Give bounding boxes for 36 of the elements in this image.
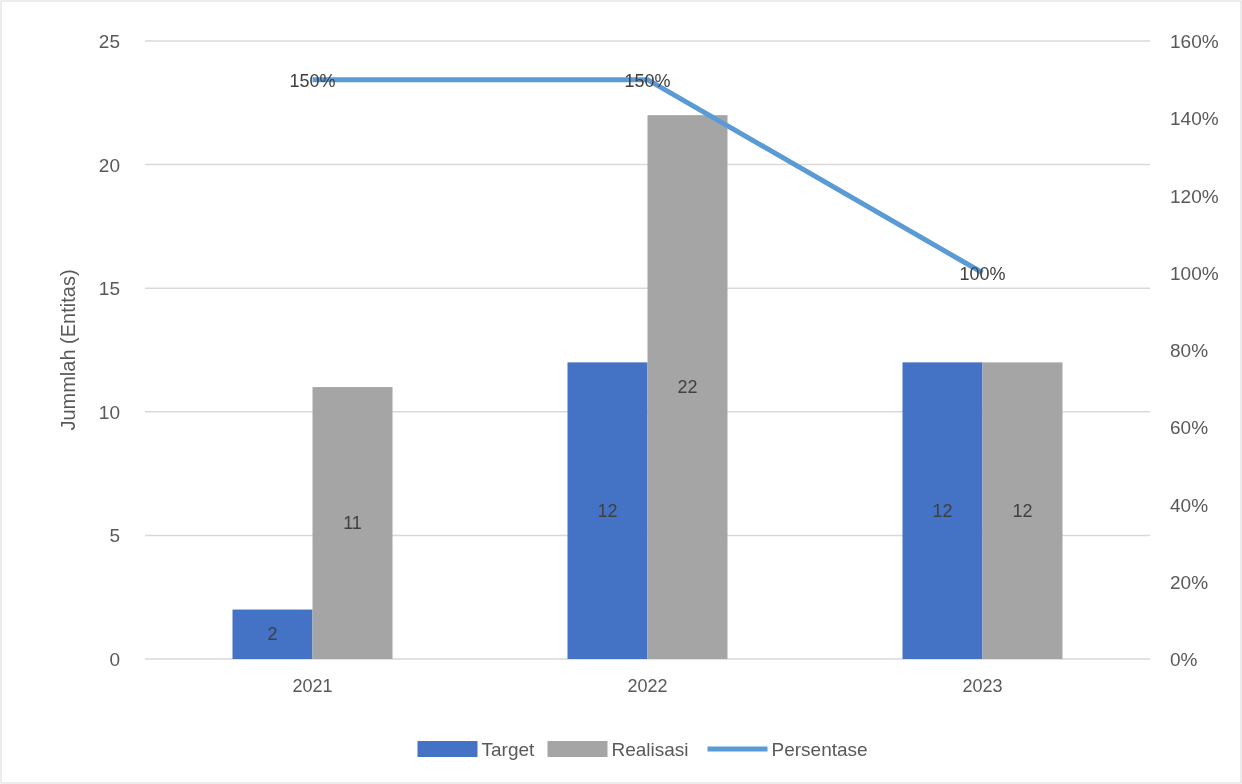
y2-tick-label: 80% [1170,340,1209,361]
data-label: 22 [677,377,698,398]
legend-label: Realisasi [611,739,689,760]
x-tick-label: 2021 [292,676,333,696]
y-tick-label: 25 [98,31,120,52]
data-label: 12 [932,500,953,521]
y2-tick-label: 40% [1170,494,1209,516]
y2-tick-label: 120% [1170,185,1219,207]
data-label: 11 [343,513,362,534]
bar [647,115,728,659]
data-label: 12 [1012,500,1033,521]
y2-tick-label: 160% [1170,31,1219,52]
data-label: 2 [267,624,278,645]
y2-tick-label: 140% [1170,108,1219,130]
y2-tick-label: 0% [1170,649,1198,670]
bar [902,362,983,659]
bar [982,362,1063,659]
y2-tick-label: 60% [1170,417,1209,439]
y2-tick-label: 100% [1170,262,1219,284]
x-tick-label: 2023 [962,676,1003,696]
y-tick-label: 10 [98,401,120,423]
y-tick-label: 15 [98,278,120,300]
data-label: 12 [597,500,618,521]
y-tick-label: 5 [109,525,120,547]
y-tick-label: 20 [98,154,120,176]
legend-label: Persentase [771,739,868,760]
y2-tick-label: 20% [1170,571,1209,593]
bar [232,609,313,659]
data-label: 100% [959,263,1006,284]
x-tick-label: 2022 [627,676,668,696]
data-label: 150% [289,70,336,91]
bar [567,362,648,659]
y-axis-title: Jummlah (Entitas) [57,269,79,431]
y-tick-label: 0 [109,649,120,670]
legend-label: Target [481,739,536,760]
bar [312,387,393,659]
